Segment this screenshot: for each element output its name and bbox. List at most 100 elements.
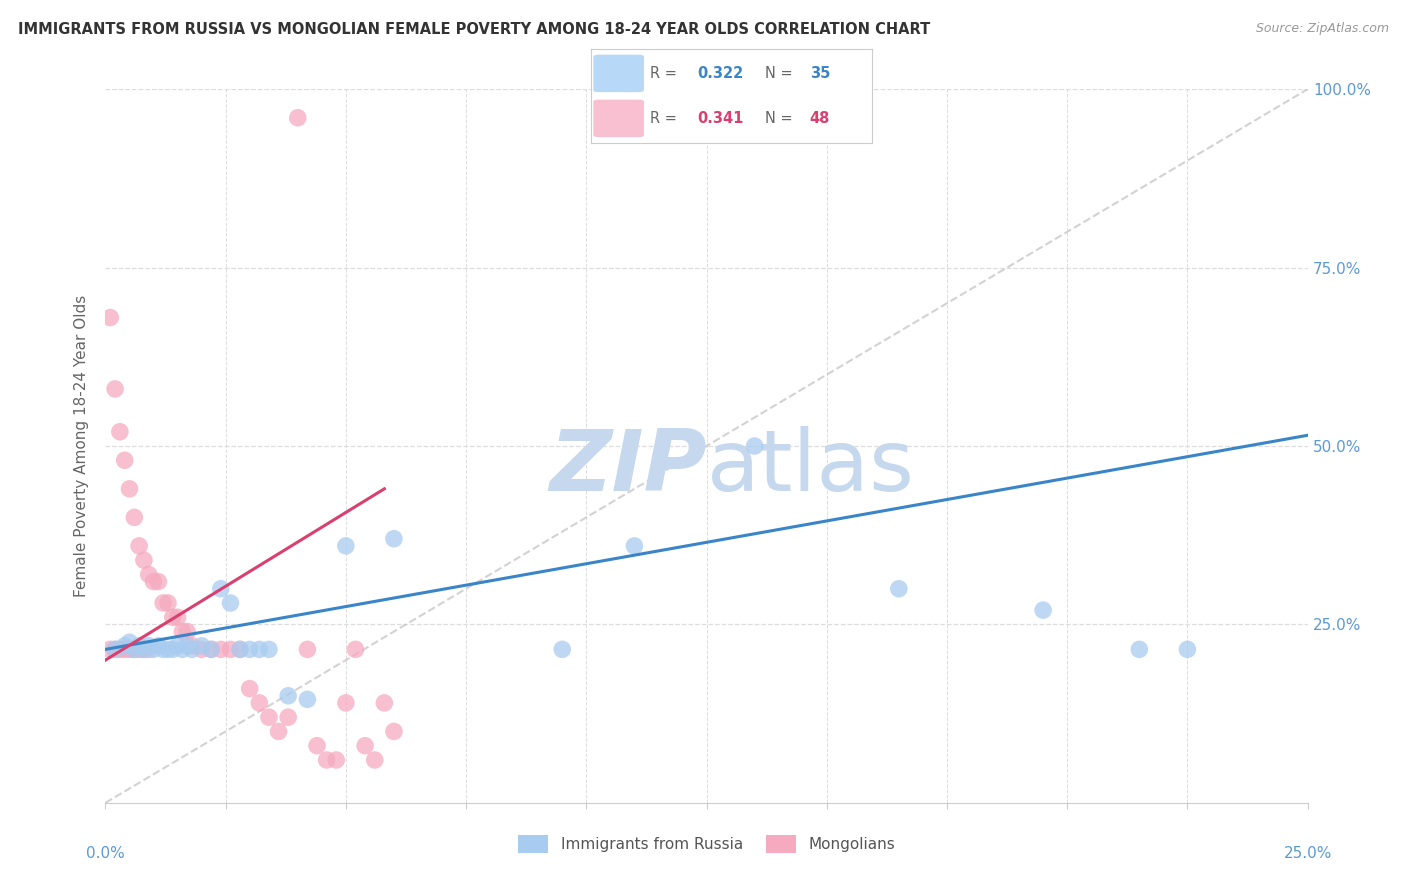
Point [200, 642, 222, 657]
Point [229, 642, 252, 657]
Point [623, 539, 645, 553]
Point [172, 624, 194, 639]
Point [200, 642, 222, 657]
Point [744, 439, 766, 453]
Text: R =: R = [650, 66, 681, 81]
Point [142, 574, 165, 589]
Point [124, 510, 146, 524]
Point [152, 596, 174, 610]
Point [257, 642, 280, 657]
Point [138, 639, 160, 653]
Point [1175, 642, 1198, 657]
Point [128, 642, 150, 657]
Text: 35: 35 [810, 66, 830, 81]
Point [166, 639, 188, 653]
Point [354, 739, 377, 753]
Point [181, 642, 204, 657]
Point [132, 642, 155, 657]
Text: IMMIGRANTS FROM RUSSIA VS MONGOLIAN FEMALE POVERTY AMONG 18-24 YEAR OLDS CORRELA: IMMIGRANTS FROM RUSSIA VS MONGOLIAN FEMA… [18, 22, 931, 37]
Text: 25.0%: 25.0% [1284, 846, 1331, 861]
Point [344, 642, 367, 657]
Point [305, 739, 328, 753]
Point [128, 539, 150, 553]
Point [277, 689, 299, 703]
Point [138, 567, 160, 582]
Point [229, 642, 252, 657]
Y-axis label: Female Poverty Among 18-24 Year Olds: Female Poverty Among 18-24 Year Olds [75, 295, 90, 597]
Point [219, 596, 242, 610]
Point [181, 639, 204, 653]
Point [239, 642, 262, 657]
Text: 48: 48 [810, 111, 830, 126]
Point [277, 710, 299, 724]
Point [297, 642, 319, 657]
Point [98, 642, 121, 657]
Point [132, 642, 155, 657]
Point [132, 553, 155, 567]
Point [551, 642, 574, 657]
Point [297, 692, 319, 706]
Text: N =: N = [765, 111, 797, 126]
Point [108, 425, 131, 439]
Point [166, 610, 188, 624]
Point [247, 642, 270, 657]
Point [114, 453, 136, 467]
Point [114, 639, 136, 653]
Text: ZIP: ZIP [548, 425, 707, 509]
Point [156, 596, 179, 610]
Point [887, 582, 910, 596]
Point [138, 642, 160, 657]
Point [118, 635, 141, 649]
Point [104, 642, 127, 657]
Point [335, 696, 357, 710]
Point [267, 724, 290, 739]
Point [325, 753, 347, 767]
Point [373, 696, 395, 710]
Point [172, 642, 194, 657]
Point [1128, 642, 1150, 657]
Point [162, 642, 184, 657]
Point [142, 642, 165, 657]
Point [118, 642, 141, 657]
Point [176, 624, 198, 639]
Point [152, 642, 174, 657]
Text: N =: N = [765, 66, 797, 81]
Point [148, 639, 170, 653]
Point [209, 642, 232, 657]
Point [148, 574, 170, 589]
FancyBboxPatch shape [593, 100, 644, 137]
Point [124, 642, 146, 657]
Point [128, 639, 150, 653]
Point [209, 582, 232, 596]
Point [287, 111, 309, 125]
Text: Source: ZipAtlas.com: Source: ZipAtlas.com [1256, 22, 1389, 36]
Point [118, 482, 141, 496]
FancyBboxPatch shape [593, 54, 644, 92]
Point [257, 710, 280, 724]
Legend: Immigrants from Russia, Mongolians: Immigrants from Russia, Mongolians [512, 829, 901, 859]
Text: R =: R = [650, 111, 681, 126]
Point [176, 639, 198, 653]
Point [104, 642, 127, 657]
Point [335, 539, 357, 553]
Text: 0.0%: 0.0% [86, 846, 125, 861]
Point [98, 310, 121, 325]
Point [190, 642, 212, 657]
Point [382, 724, 405, 739]
Point [108, 642, 131, 657]
Point [104, 382, 127, 396]
Point [1032, 603, 1054, 617]
Point [219, 642, 242, 657]
Point [162, 610, 184, 624]
Point [156, 642, 179, 657]
Text: atlas: atlas [707, 425, 914, 509]
Point [190, 639, 212, 653]
Text: 0.322: 0.322 [697, 66, 744, 81]
Point [315, 753, 337, 767]
Point [124, 642, 146, 657]
Point [114, 642, 136, 657]
Text: 0.341: 0.341 [697, 111, 744, 126]
Point [239, 681, 262, 696]
Point [382, 532, 405, 546]
Point [247, 696, 270, 710]
